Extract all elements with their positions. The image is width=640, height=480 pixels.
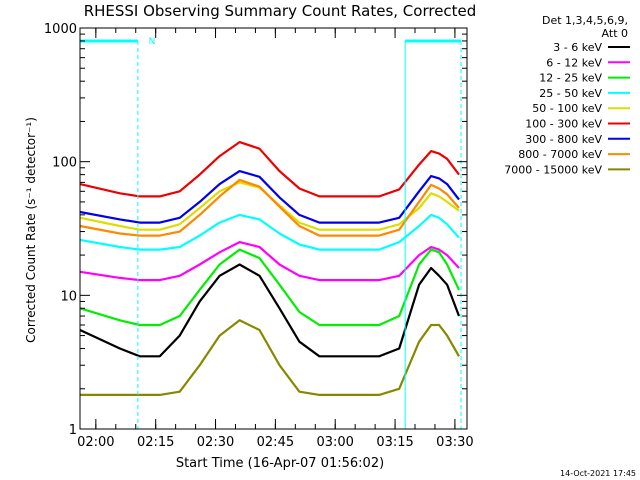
x-tick-label: 03:00 — [316, 435, 353, 450]
legend-entry-label: 6 - 12 keV — [546, 56, 602, 69]
series-line-2 — [79, 241, 460, 282]
series-line-4 — [79, 213, 460, 251]
legend-entry-label: 50 - 100 keV — [532, 102, 602, 115]
legend-entry-label: 7000 - 15000 keV — [504, 163, 602, 176]
series-line-7 — [79, 170, 460, 224]
y-axis: 1 10 100 1000 — [44, 22, 467, 438]
series-line-9 — [80, 319, 460, 396]
series-line-5 — [79, 181, 460, 231]
legend-entry-label: 12 - 25 keV — [539, 72, 602, 85]
x-axis: 02:00 02:15 02:30 02:45 03:00 03:15 03:30 — [77, 28, 474, 450]
x-tick-label: 03:15 — [376, 435, 413, 450]
legend-entry-label: 300 - 800 keV — [525, 133, 602, 146]
y-tick-label: 1 — [69, 423, 77, 438]
legend: 3 - 6 keV 6 - 12 keV 12 - 25 keV 25 - 50 ke… — [504, 41, 630, 176]
x-tick-label: 02:00 — [77, 435, 114, 450]
legend-entry-label: 25 - 50 keV — [539, 87, 602, 100]
plot-frame — [79, 27, 468, 430]
series-layer — [79, 141, 461, 396]
series-line-3 — [79, 248, 460, 327]
y-tick-label: 1000 — [44, 22, 77, 37]
x-tick-label: 03:30 — [436, 435, 473, 450]
series-line-8 — [79, 178, 460, 237]
x-axis-label: Start Time (16-Apr-07 01:56:02) — [176, 456, 384, 471]
legend-entry-label: 3 - 6 keV — [553, 41, 602, 54]
legend-entry-label: 800 - 7000 keV — [518, 148, 602, 161]
series-line-1 — [79, 263, 461, 358]
footer-timestamp: 14-Oct-2021 17:45 — [560, 469, 636, 478]
legend-header-line-1: Det 1,3,4,5,6,9, — [542, 14, 628, 27]
x-tick-label: 02:15 — [137, 435, 174, 450]
x-tick-label: 02:45 — [257, 435, 294, 450]
y-tick-label: 10 — [60, 289, 77, 304]
legend-entry-label: 100 - 300 keV — [525, 118, 602, 131]
night-markers: N — [79, 37, 462, 429]
x-tick-label: 02:30 — [197, 435, 234, 450]
chart-title: RHESSI Observing Summary Count Rates, Co… — [84, 2, 477, 20]
y-axis-label: Corrected Count Rate (s⁻¹ detector⁻¹) — [24, 117, 38, 343]
legend-header-line-2: Att 0 — [602, 27, 628, 40]
y-tick-label: 100 — [52, 156, 77, 171]
series-line-6 — [79, 141, 460, 198]
saa-marker-label: N — [149, 37, 156, 47]
